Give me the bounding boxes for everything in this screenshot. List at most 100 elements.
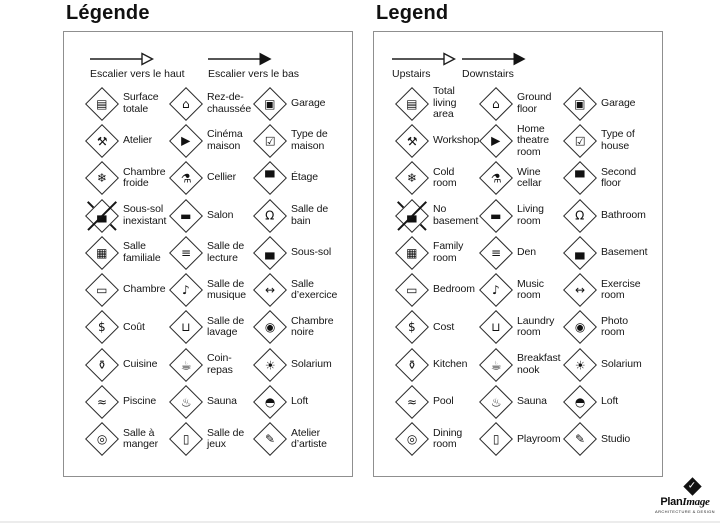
ground-floor-icon: ⌂ [479,86,513,121]
legend-item: ✎ Studio [563,421,647,458]
upstairs-legend-entry: Escalier vers le haut [90,52,185,80]
legend-item: ⚗ Wine cellar [479,160,563,197]
legend-item-label: Étage [291,171,318,184]
basement-icon: ▄ [563,235,597,270]
legend-item-label: Living room [517,203,544,227]
legend-item-label: No basement [433,203,479,227]
dining-room-icon: ◎ [395,422,429,457]
legend-item-label: Den [517,246,536,259]
legend-item-label: Coin- repas [207,352,233,376]
legend-item-label: Music room [517,277,544,302]
legend-item-label: Photo room [601,314,628,339]
breakfast-nook-icon: ☕ [169,347,203,382]
home-theatre-icon: ▶ [479,123,513,158]
garage-icon: ▣ [563,86,597,121]
legend-panel-french: Escalier vers le haut Escalier vers le b… [63,31,353,477]
legend-item-label: Workshop [433,134,480,147]
legend-item: ☀ Solarium [563,346,647,383]
logo-brand-primary: Plan [660,496,683,508]
legend-item-label: Laundry room [517,314,555,339]
legend-item: ♪ Music room [479,271,563,308]
legend-item: ▤ Surface totale [85,85,169,122]
loft-icon: ◓ [563,385,597,419]
legend-item: ▬ Living room [479,197,563,234]
legend-item-label: Sauna [207,395,237,408]
legend-item: ▄ No basement [395,197,479,234]
legend-item-label: Surface totale [123,91,159,115]
legend-item-label: Loft [291,395,309,408]
workshop-icon: ⚒ [395,123,429,158]
sauna-icon: ♨ [169,385,203,419]
legend-item: ▣ Garage [563,85,647,122]
legend-item-label: Total living area [433,85,457,121]
legend-item: ▯ Salle de jeux [169,421,253,458]
legend-item: ↔ Exercise room [563,271,647,308]
no-basement-icon: ▄ [395,198,429,233]
legend-item: ◉ Photo room [563,309,647,346]
legend-grid-french: ▤ Surface totale ⌂ Rez-de- chaussée ▣ Ga… [85,85,337,458]
legend-item-label: Cuisine [123,357,158,370]
exercise-room-icon: ↔ [563,273,597,308]
legend-item-label: Bathroom [601,208,646,221]
legend-item: ❄ Cold room [395,160,479,197]
legend-item: ▤ Total living area [395,85,479,122]
basement-icon: ▄ [253,235,287,270]
living-room-icon: ▬ [169,198,203,233]
legend-item: ▄ Basement [563,234,648,271]
photo-room-icon: ◉ [253,310,287,345]
legend-item-label: Salle de musique [207,277,246,302]
legend-item-label: Salle de lavage [207,314,245,339]
upstairs-arrow-icon [392,52,456,66]
legend-item: ◎ Dining room [395,421,479,458]
legend-item-label: Salle familiale [123,240,161,264]
legend-item-label: Salle de lecture [207,240,245,264]
legend-item: ♪ Salle de musique [169,271,253,308]
legend-item-label: Salle à manger [123,426,159,451]
downstairs-legend-entry: Downstairs [462,52,526,80]
workshop-icon: ⚒ [85,123,119,158]
legend-item: ⊔ Laundry room [479,309,563,346]
legend-item: ◎ Salle à manger [85,421,169,458]
legend-item: ▄ Sous-sol inexistant [85,197,169,234]
legend-item-label: Studio [601,432,631,445]
breakfast-nook-icon: ☕ [479,347,513,382]
legend-item-label: Solarium [601,357,642,370]
legend-item-label: Kitchen [433,357,468,370]
legend-item-label: Salle de bain [291,203,329,227]
legend-item: ✎ Atelier d’artiste [253,421,337,458]
wine-cellar-icon: ⚗ [169,161,203,196]
legend-item-label: Rez-de- chaussée [207,91,252,115]
legend-item-label: Second floor [601,165,637,190]
solarium-icon: ☀ [563,347,597,382]
upstairs-arrow-label: Upstairs [392,68,431,80]
wine-cellar-icon: ⚗ [479,161,513,196]
legend-item-label: Breakfast nook [517,352,561,376]
upstairs-arrow-icon [90,52,154,66]
family-room-icon: ▦ [395,235,429,270]
planimage-logo: ✓ PlanImage ARCHITECTURE & DESIGN [653,476,717,514]
legend-item-label: Chambre noire [291,314,334,339]
laundry-room-icon: ⊔ [479,310,513,345]
pool-icon: ≈ [395,385,429,419]
legend-item: ❄ Chambre froide [85,160,169,197]
second-floor-icon: ▀ [563,161,597,196]
legend-item: ≈ Pool [395,383,479,420]
legend-item-label: Sauna [517,395,547,408]
legend-item: ◉ Chambre noire [253,309,337,346]
playroom-icon: ▯ [169,422,203,457]
music-room-icon: ♪ [169,273,203,308]
legend-item-label: Home theatre room [517,122,549,158]
no-basement-icon: ▄ [85,198,119,233]
loft-icon: ◓ [253,385,287,419]
den-icon: ≡ [169,235,203,270]
bathroom-icon: Ω [253,198,287,233]
bathroom-icon: Ω [563,198,597,233]
downstairs-arrow-icon [208,52,272,66]
sauna-icon: ♨ [479,385,513,419]
legend-item-label: Atelier [123,134,153,147]
legend-item-label: Wine cellar [517,165,542,190]
cold-room-icon: ❄ [395,161,429,196]
legend-item: ☑ Type of house [563,122,647,159]
legend-item-label: Family room [433,240,464,264]
upstairs-legend-entry: Upstairs [392,52,456,80]
